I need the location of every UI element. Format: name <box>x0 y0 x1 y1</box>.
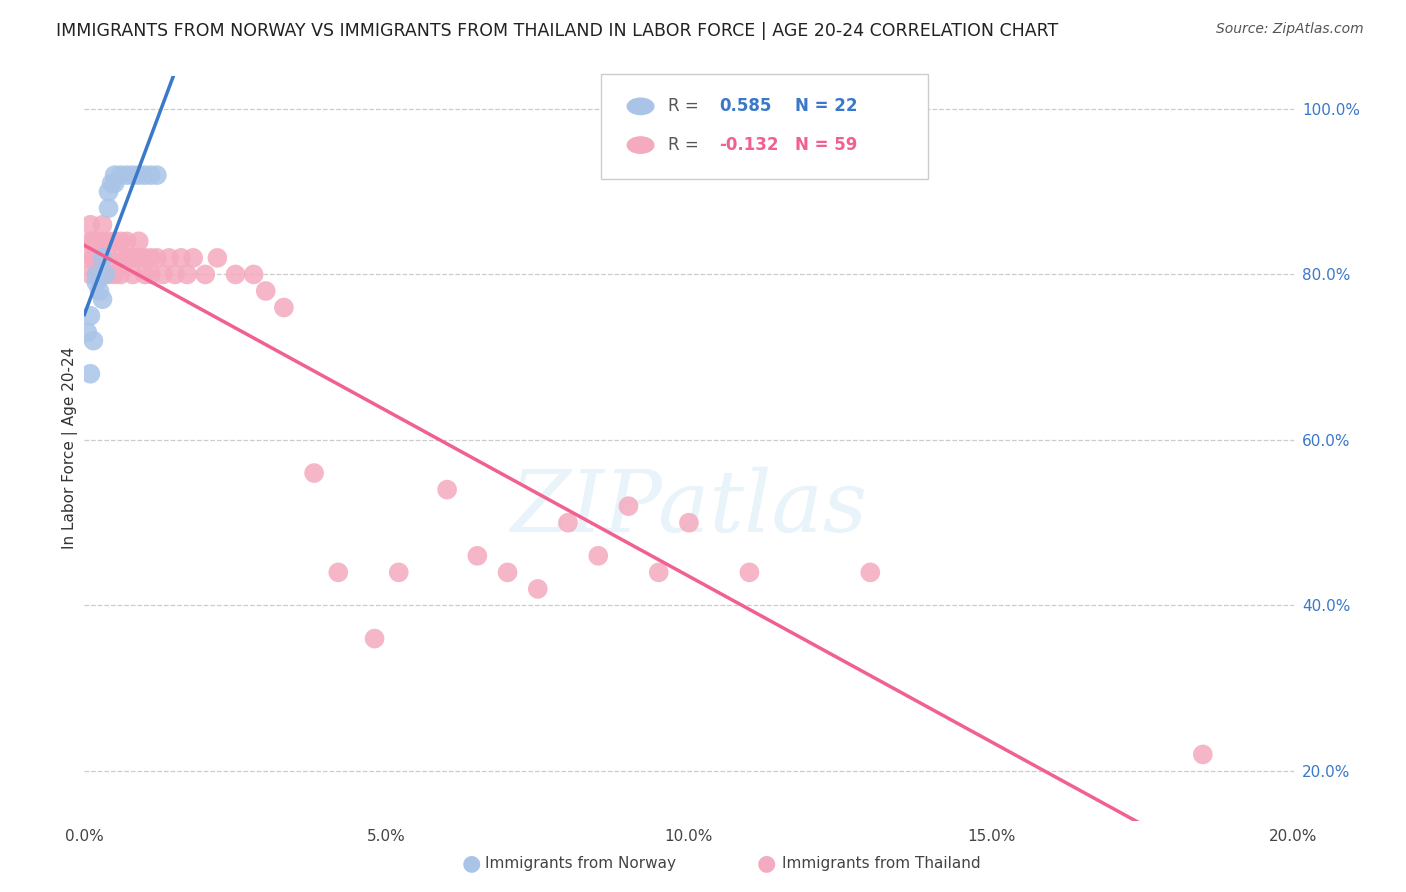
Y-axis label: In Labor Force | Age 20-24: In Labor Force | Age 20-24 <box>62 347 79 549</box>
Point <box>152 268 174 282</box>
Point <box>104 235 127 249</box>
Point <box>97 268 120 282</box>
Point <box>91 251 114 265</box>
Point <box>678 516 700 530</box>
Point <box>254 284 277 298</box>
Point <box>527 582 550 596</box>
Point <box>97 185 120 199</box>
Point <box>76 326 98 340</box>
Point <box>128 251 150 265</box>
Point <box>91 218 114 232</box>
Point <box>115 235 138 249</box>
Text: -0.132: -0.132 <box>720 136 779 154</box>
Point <box>139 251 162 265</box>
Point <box>146 168 169 182</box>
Point <box>104 177 127 191</box>
Point <box>176 268 198 282</box>
Text: R =: R = <box>668 136 699 154</box>
Point <box>273 301 295 315</box>
Point <box>86 268 108 282</box>
Point <box>170 251 193 265</box>
Point <box>115 168 138 182</box>
Point <box>194 268 217 282</box>
Text: ●: ● <box>756 854 776 873</box>
Point <box>134 268 156 282</box>
Point <box>181 251 204 265</box>
Point <box>76 251 98 265</box>
Point <box>104 168 127 182</box>
Point <box>86 235 108 249</box>
Point <box>94 268 117 282</box>
Point <box>738 566 761 580</box>
Point <box>134 168 156 182</box>
Point <box>86 251 108 265</box>
Point <box>363 632 385 646</box>
Text: Source: ZipAtlas.com: Source: ZipAtlas.com <box>1216 22 1364 37</box>
Point <box>302 466 325 480</box>
Point <box>139 268 162 282</box>
Point <box>97 235 120 249</box>
Point <box>121 268 143 282</box>
Point <box>388 566 411 580</box>
Point <box>165 268 187 282</box>
Point <box>91 235 114 249</box>
Point <box>207 251 229 265</box>
Point <box>97 201 120 215</box>
Point <box>128 235 150 249</box>
Point <box>648 566 671 580</box>
Point <box>86 268 108 282</box>
Point <box>328 566 350 580</box>
Text: N = 22: N = 22 <box>796 97 858 115</box>
Point <box>617 499 640 513</box>
Point <box>97 251 120 265</box>
Point <box>82 251 104 265</box>
Point <box>110 251 132 265</box>
Point <box>588 549 610 563</box>
Point <box>91 251 114 265</box>
Point <box>86 276 108 290</box>
Point <box>121 251 143 265</box>
Point <box>79 235 101 249</box>
Text: Immigrants from Norway: Immigrants from Norway <box>485 856 676 871</box>
Point <box>557 516 579 530</box>
Text: IMMIGRANTS FROM NORWAY VS IMMIGRANTS FROM THAILAND IN LABOR FORCE | AGE 20-24 CO: IMMIGRANTS FROM NORWAY VS IMMIGRANTS FRO… <box>56 22 1059 40</box>
Circle shape <box>627 98 654 114</box>
Point <box>79 309 101 323</box>
Point <box>859 566 882 580</box>
Point <box>139 168 162 182</box>
Point <box>1192 747 1215 762</box>
Point <box>134 251 156 265</box>
Point <box>82 235 104 249</box>
Point <box>91 293 114 307</box>
Point <box>79 367 101 381</box>
Point <box>104 268 127 282</box>
Text: R =: R = <box>668 97 699 115</box>
Text: N = 59: N = 59 <box>796 136 858 154</box>
Point <box>82 334 104 348</box>
Point <box>146 251 169 265</box>
Point <box>79 268 101 282</box>
Point <box>436 483 458 497</box>
Point <box>89 284 111 298</box>
Point <box>100 177 122 191</box>
Point <box>110 235 132 249</box>
Point <box>110 268 132 282</box>
Text: Immigrants from Thailand: Immigrants from Thailand <box>782 856 980 871</box>
Text: ZIPatlas: ZIPatlas <box>510 467 868 549</box>
Point <box>79 218 101 232</box>
Point <box>467 549 489 563</box>
Text: ●: ● <box>461 854 481 873</box>
Text: 0.585: 0.585 <box>720 97 772 115</box>
FancyBboxPatch shape <box>600 73 928 178</box>
Point <box>110 168 132 182</box>
Point <box>121 168 143 182</box>
Circle shape <box>627 136 654 153</box>
Point <box>242 268 264 282</box>
Point <box>225 268 247 282</box>
Point <box>115 251 138 265</box>
Point <box>128 168 150 182</box>
Point <box>496 566 519 580</box>
Point <box>157 251 180 265</box>
